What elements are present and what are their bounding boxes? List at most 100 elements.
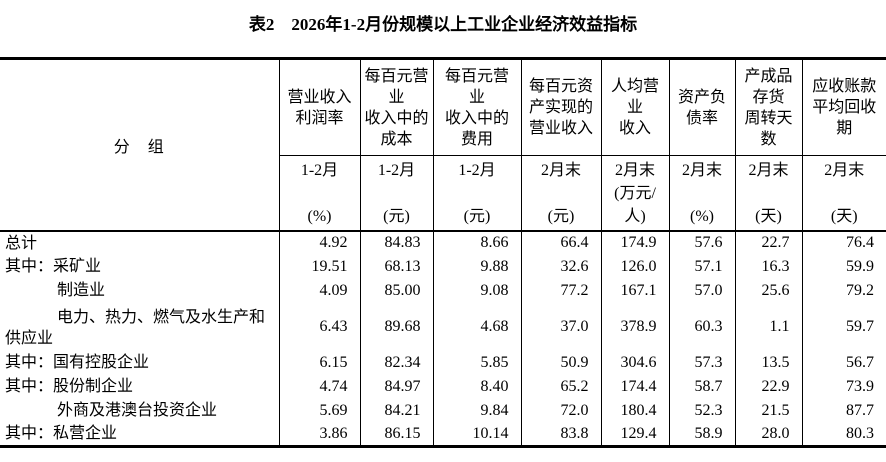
value-cell: 4.68 [432, 302, 521, 351]
value-cell: 37.0 [520, 302, 601, 351]
col-header-revenue-per-capita: 人均营 业 收入 [600, 58, 669, 156]
value-cell: 57.0 [668, 278, 735, 303]
value-cell: 174.9 [600, 230, 669, 255]
value-cell: 60.3 [668, 302, 735, 351]
period-unit-expense-per-100: 1-2月 (元) [432, 155, 521, 231]
value-cell: 129.4 [600, 422, 669, 447]
col-header-inventory-turnover: 产成品 存货 周转天 数 [734, 58, 802, 156]
col-header-cost-per-100: 每百元营 业 收入中的 成本 [359, 58, 433, 156]
value-cell: 58.9 [668, 422, 735, 447]
period-unit-profit-margin: 1-2月 (%) [278, 155, 360, 231]
table-row-state-holding: 其中：国有控股企业 6.15 82.34 5.85 50.9 304.6 57.… [0, 350, 886, 375]
period-unit-debt-ratio: 2月末 (%) [668, 155, 735, 231]
value-cell: 8.40 [432, 374, 521, 399]
value-cell: 19.51 [278, 254, 360, 279]
value-cell: 59.7 [801, 302, 886, 351]
value-cell: 76.4 [801, 230, 886, 255]
row-label: 其中：股份制企业 [5, 378, 134, 395]
value-cell: 6.15 [278, 350, 360, 375]
col-header-debt-ratio: 资产负 债率 [668, 58, 735, 156]
value-cell: 32.6 [520, 254, 601, 279]
period-unit-revenue-per-capita: 2月末 (万元/ 人) [600, 155, 669, 231]
row-label: 制造业 [57, 282, 106, 299]
header-row-indicators: 分 组 营业收入 利润率 每百元营 业 收入中的 成本 每百元营 业 收入中的 … [0, 58, 886, 156]
value-cell: 378.9 [600, 302, 669, 351]
value-cell: 4.09 [278, 278, 360, 303]
table-row-shareholding: 其中：股份制企业 4.74 84.97 8.40 65.2 174.4 58.7… [0, 374, 886, 399]
col-header-expense-per-100: 每百元营 业 收入中的 费用 [432, 58, 521, 156]
value-cell: 65.2 [520, 374, 601, 399]
value-cell: 59.9 [801, 254, 886, 279]
value-cell: 85.00 [359, 278, 433, 303]
value-cell: 66.4 [520, 230, 601, 255]
value-cell: 28.0 [734, 422, 802, 447]
value-cell: 72.0 [520, 398, 601, 423]
value-cell: 3.86 [278, 422, 360, 447]
period-unit-receivables-period: 2月末 (天) [801, 155, 886, 231]
table-title: 表2 2026年1-2月份规模以上工业企业经济效益指标 [248, 15, 638, 34]
value-cell: 68.13 [359, 254, 433, 279]
col-header-revenue-per-assets: 每百元资 产实现的 营业收入 [520, 58, 601, 156]
value-cell: 80.3 [801, 422, 886, 447]
value-cell: 83.8 [520, 422, 601, 447]
value-cell: 174.4 [600, 374, 669, 399]
value-cell: 87.7 [801, 398, 886, 423]
value-cell: 16.3 [734, 254, 802, 279]
value-cell: 84.21 [359, 398, 433, 423]
value-cell: 180.4 [600, 398, 669, 423]
table-header: 分 组 营业收入 利润率 每百元营 业 收入中的 成本 每百元营 业 收入中的 … [0, 58, 886, 231]
value-cell: 10.14 [432, 422, 521, 447]
value-cell: 57.6 [668, 230, 735, 255]
value-cell: 52.3 [668, 398, 735, 423]
value-cell: 4.92 [278, 230, 360, 255]
value-cell: 84.83 [359, 230, 433, 255]
value-cell: 57.3 [668, 350, 735, 375]
row-label: 电力、热力、燃气及水生产和 供应业 [5, 308, 266, 347]
value-cell: 84.97 [359, 374, 433, 399]
group-column-header: 分 组 [113, 138, 165, 156]
value-cell: 25.6 [734, 278, 802, 303]
row-label: 总计 [5, 234, 38, 252]
row-label: 外商及港澳台投资企业 [57, 402, 218, 419]
table-body: 总计 4.92 84.83 8.66 66.4 174.9 57.6 22.7 … [0, 230, 886, 447]
value-cell: 167.1 [600, 278, 669, 303]
value-cell: 6.43 [278, 302, 360, 351]
value-cell: 1.1 [734, 302, 802, 351]
table-row-utilities: 电力、热力、燃气及水生产和 供应业 6.43 89.68 4.68 37.0 3… [0, 302, 886, 351]
value-cell: 22.7 [734, 230, 802, 255]
table-row-foreign-invested: 外商及港澳台投资企业 5.69 84.21 9.84 72.0 180.4 52… [0, 398, 886, 423]
value-cell: 9.84 [432, 398, 521, 423]
value-cell: 5.69 [278, 398, 360, 423]
value-cell: 50.9 [520, 350, 601, 375]
value-cell: 77.2 [520, 278, 601, 303]
table-row-manufacturing: 制造业 4.09 85.00 9.08 77.2 167.1 57.0 25.6… [0, 278, 886, 303]
value-cell: 9.08 [432, 278, 521, 303]
col-header-receivables-period: 应收账款 平均回收 期 [801, 58, 886, 156]
table-row-mining: 其中：采矿业 19.51 68.13 9.88 32.6 126.0 57.1 … [0, 254, 886, 279]
table-row-private: 其中：私营企业 3.86 86.15 10.14 83.8 129.4 58.9… [0, 422, 886, 447]
period-unit-cost-per-100: 1-2月 (元) [359, 155, 433, 231]
value-cell: 86.15 [359, 422, 433, 447]
period-unit-revenue-per-assets: 2月末 (元) [520, 155, 601, 231]
row-label: 其中：私营企业 [5, 425, 118, 443]
value-cell: 22.9 [734, 374, 802, 399]
row-label: 其中：采矿业 [5, 258, 102, 275]
value-cell: 56.7 [801, 350, 886, 375]
value-cell: 79.2 [801, 278, 886, 303]
economic-indicators-table: 分 组 营业收入 利润率 每百元营 业 收入中的 成本 每百元营 业 收入中的 … [0, 57, 886, 448]
value-cell: 8.66 [432, 230, 521, 255]
value-cell: 126.0 [600, 254, 669, 279]
value-cell: 13.5 [734, 350, 802, 375]
table-row-total: 总计 4.92 84.83 8.66 66.4 174.9 57.6 22.7 … [0, 230, 886, 255]
row-label: 其中：国有控股企业 [5, 354, 150, 371]
period-unit-inventory-turnover: 2月末 (天) [734, 155, 802, 231]
value-cell: 21.5 [734, 398, 802, 423]
col-header-profit-margin: 营业收入 利润率 [278, 58, 360, 156]
header-row-period-unit: 1-2月 (%) 1-2月 (元) 1-2月 (元) 2月末 (元) 2月末 (… [0, 155, 886, 231]
value-cell: 4.74 [278, 374, 360, 399]
value-cell: 9.88 [432, 254, 521, 279]
value-cell: 57.1 [668, 254, 735, 279]
value-cell: 89.68 [359, 302, 433, 351]
value-cell: 5.85 [432, 350, 521, 375]
